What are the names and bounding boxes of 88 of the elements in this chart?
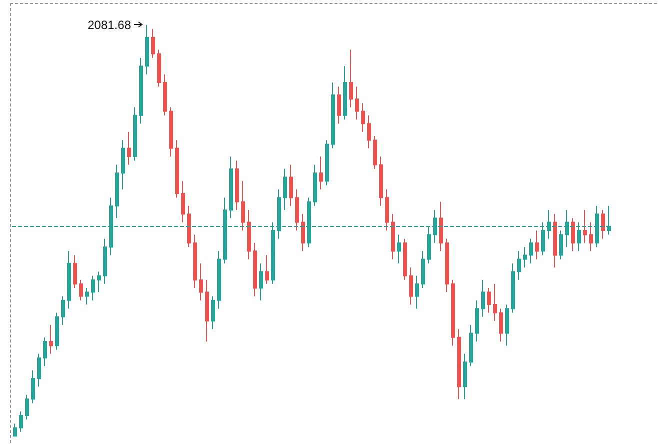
candlestick: [475, 300, 479, 342]
candlestick: [247, 209, 251, 260]
candlestick: [127, 131, 131, 166]
candlestick: [505, 304, 509, 346]
candlestick: [421, 250, 425, 289]
candlestick: [415, 275, 419, 310]
candlestick: [187, 205, 191, 248]
candlestick: [463, 353, 467, 400]
candlestick: [31, 370, 35, 404]
candlestick: [181, 180, 185, 223]
candlestick: [229, 156, 233, 219]
candlestick: [199, 262, 203, 301]
candlestick: [151, 28, 155, 58]
candlestick: [373, 135, 377, 170]
candlestick: [295, 188, 299, 231]
candlestick: [313, 164, 317, 206]
candlestick: [589, 222, 593, 252]
candlestick: [73, 254, 77, 289]
candlestick: [601, 209, 605, 240]
candlestick: [331, 82, 335, 149]
candlestick: [571, 218, 575, 252]
candlestick: [79, 279, 83, 301]
candlestick: [301, 214, 305, 252]
candlestick: [523, 246, 527, 268]
candlestick: [259, 262, 263, 301]
candlestick: [13, 423, 17, 436]
candlestick: [25, 394, 29, 420]
candlestick: [319, 156, 323, 190]
candlestick: [115, 164, 119, 219]
candlestick: [499, 308, 503, 342]
candlestick: [55, 312, 59, 350]
candlestick: [529, 238, 533, 264]
annotation: 2081.68: [88, 18, 132, 32]
candlestick: [85, 288, 89, 305]
candlestick: [511, 262, 515, 314]
candlestick: [97, 271, 101, 293]
candlestick: [493, 283, 497, 322]
candlestick: [19, 410, 23, 432]
candlestick: [175, 140, 179, 198]
candlestick: [379, 156, 383, 206]
candlestick: [205, 279, 209, 342]
candlestick: [343, 66, 347, 120]
candlestick: [217, 250, 221, 310]
candlestick: [391, 214, 395, 260]
candlestick: [457, 328, 461, 400]
candlestick: [121, 140, 125, 190]
candlestick: [445, 238, 449, 293]
candlestick: [103, 238, 107, 284]
candlestick: [409, 266, 413, 305]
candlestick: [265, 254, 269, 284]
candlestick: [91, 275, 95, 301]
candlestick: [517, 250, 521, 280]
candlestick: [283, 168, 287, 210]
candlestick: [211, 296, 215, 330]
candlestick: [37, 353, 41, 388]
candlestick: [337, 86, 341, 124]
candlestick: [289, 164, 293, 206]
candlestick: [487, 288, 491, 314]
candlestick: [367, 114, 371, 149]
candlestick: [403, 238, 407, 280]
candlestick: [253, 242, 257, 297]
candlestick: [439, 201, 443, 252]
candlestick: [43, 336, 47, 367]
candlestick: [157, 49, 161, 88]
candlestick: [133, 106, 137, 162]
candlestick: [451, 279, 455, 346]
candlestick: [481, 279, 485, 318]
candlestick: [67, 250, 71, 310]
candlestick: [553, 214, 557, 268]
candlestick: [241, 180, 245, 231]
candlestick: [193, 234, 197, 289]
candlestick: [559, 230, 563, 260]
candlestick: [349, 49, 353, 108]
candlestick: [49, 324, 53, 354]
candlestick: [61, 296, 65, 326]
candlestick: [139, 57, 143, 124]
candlestick: [355, 86, 359, 120]
candlestick: [535, 230, 539, 260]
candlestick: [583, 209, 587, 244]
candlestick: [235, 160, 239, 210]
candlestick: [325, 140, 329, 186]
candlestick: [169, 106, 173, 158]
candlestick: [469, 324, 473, 367]
candlestick: [397, 234, 401, 264]
candlestick: [385, 188, 389, 231]
candlestick: [163, 74, 167, 116]
candlestick: [361, 102, 365, 132]
candlestick: [145, 24, 149, 75]
